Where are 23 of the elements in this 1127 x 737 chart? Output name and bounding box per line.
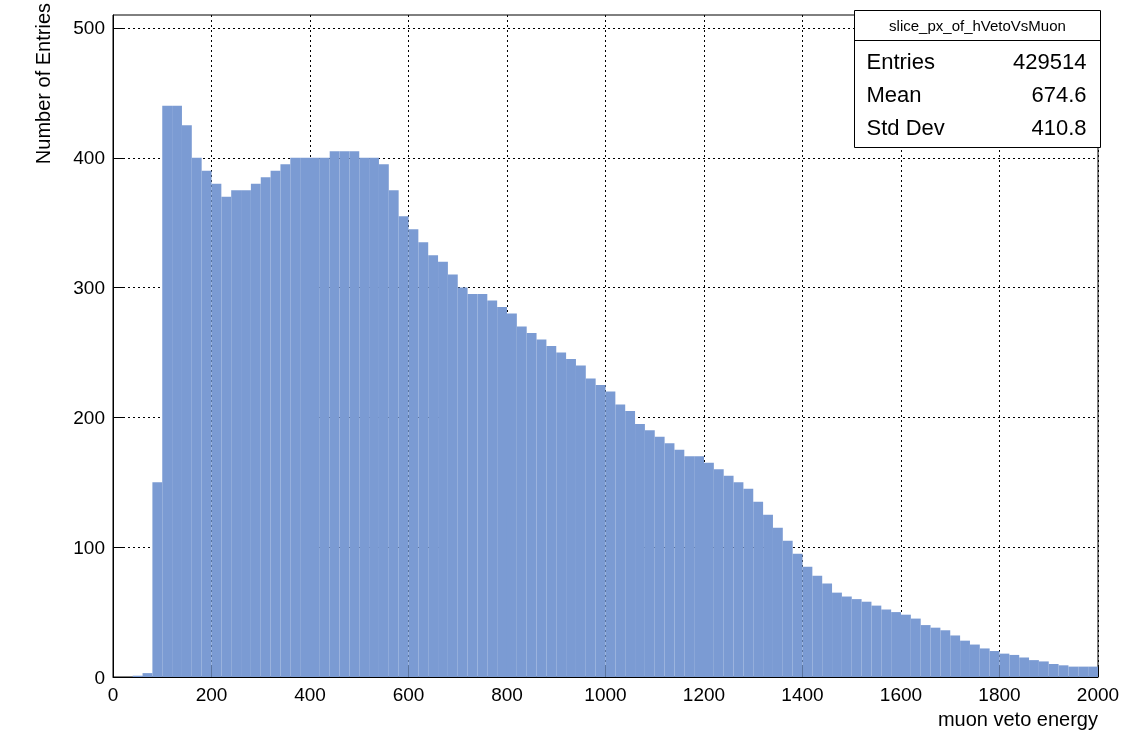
x-tick-label: 2000 [1076, 684, 1120, 705]
y-tick-label: 100 [73, 536, 105, 558]
x-tick-label: 200 [195, 684, 228, 705]
annotation: slice_px_of_hVetoVsMuon [889, 17, 1066, 34]
y-tick-label: 500 [73, 17, 105, 39]
text: Entries 429514 [866, 48, 1087, 74]
x-tick-label: 0 [107, 684, 119, 705]
y-tick-label: 200 [73, 406, 105, 428]
x-tick-label: 1200 [682, 684, 726, 705]
text: Mean 674.6 [866, 81, 1087, 107]
x-tick-label: 1600 [879, 684, 923, 705]
x-tick-label: 600 [392, 684, 425, 705]
x-tick-label: 1400 [781, 684, 824, 705]
text: Std Dev 410.8 [866, 114, 1087, 140]
y-axis-title: Number of Entries [32, 3, 54, 165]
y-tick-label: 0 [94, 666, 105, 688]
x-tick-label: 800 [491, 684, 523, 705]
x-axis-title: muon veto energy [937, 708, 1098, 730]
x-tick-label: 1800 [978, 684, 1021, 705]
y-tick-label: 400 [73, 147, 105, 169]
x-tick-label: 1000 [584, 684, 627, 705]
y-tick-label: 300 [73, 277, 105, 299]
x-tick-label: 400 [294, 684, 326, 705]
